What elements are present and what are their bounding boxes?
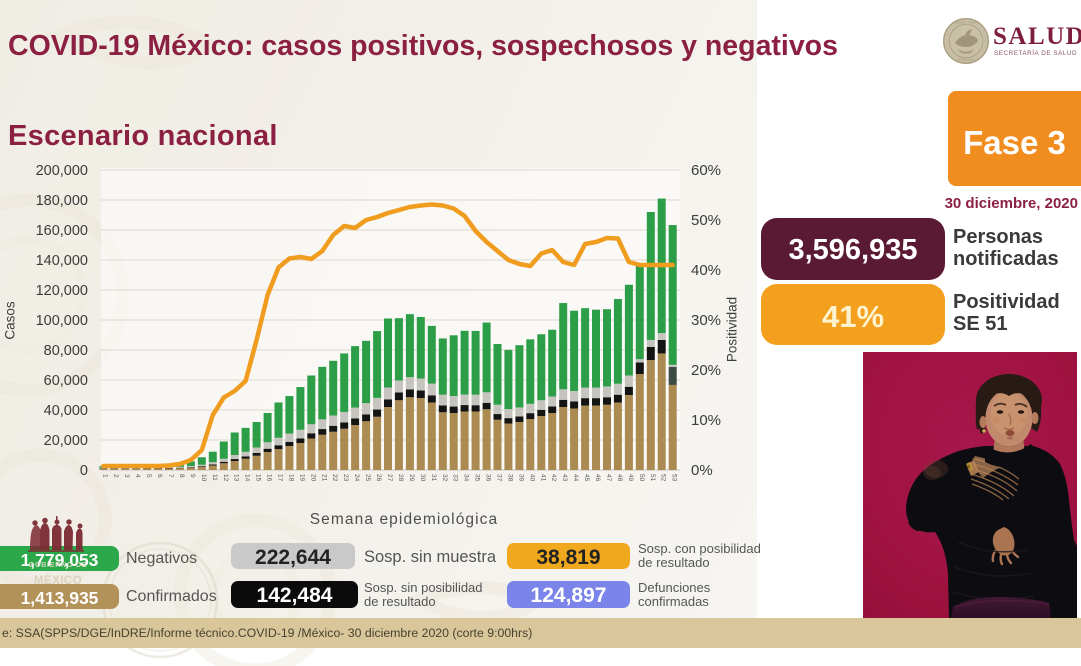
svg-text:40%: 40%: [691, 262, 721, 279]
svg-text:19: 19: [298, 474, 305, 482]
svg-text:18: 18: [287, 474, 294, 482]
svg-text:44: 44: [572, 474, 579, 482]
svg-text:40: 40: [528, 474, 535, 482]
svg-text:60%: 60%: [691, 162, 721, 179]
svg-text:29: 29: [408, 474, 415, 482]
svg-text:3: 3: [123, 474, 130, 478]
svg-text:50: 50: [638, 474, 645, 482]
svg-text:37: 37: [496, 474, 503, 482]
svg-text:7: 7: [167, 474, 174, 478]
svg-text:10%: 10%: [691, 412, 721, 429]
svg-text:33: 33: [452, 474, 459, 482]
svg-text:36: 36: [485, 474, 492, 482]
svg-text:100,000: 100,000: [36, 313, 88, 329]
svg-text:38: 38: [506, 474, 513, 482]
svg-text:31: 31: [430, 474, 437, 482]
svg-text:51: 51: [649, 474, 656, 482]
svg-text:GOBIERNO DE: GOBIERNO DE: [29, 562, 88, 569]
svg-text:22: 22: [331, 474, 338, 482]
svg-text:25: 25: [364, 474, 371, 482]
svg-text:20,000: 20,000: [44, 433, 88, 449]
svg-text:20%: 20%: [691, 362, 721, 379]
svg-text:42: 42: [550, 474, 557, 482]
svg-text:11: 11: [211, 474, 218, 481]
svg-text:40,000: 40,000: [44, 403, 88, 419]
svg-text:28: 28: [397, 474, 404, 482]
svg-text:43: 43: [561, 474, 568, 482]
svg-text:60,000: 60,000: [44, 373, 88, 389]
svg-text:48: 48: [616, 474, 623, 482]
svg-text:9: 9: [189, 474, 196, 478]
svg-text:24: 24: [353, 474, 360, 482]
svg-text:13: 13: [233, 474, 240, 482]
svg-text:15: 15: [255, 474, 262, 482]
svg-text:2: 2: [112, 474, 119, 478]
svg-text:49: 49: [627, 474, 634, 482]
svg-text:5: 5: [145, 474, 152, 478]
svg-text:34: 34: [463, 474, 470, 482]
svg-text:17: 17: [277, 474, 284, 482]
svg-text:14: 14: [244, 474, 251, 482]
svg-text:46: 46: [594, 474, 601, 482]
svg-text:4: 4: [134, 474, 141, 478]
svg-text:160,000: 160,000: [36, 223, 88, 239]
svg-text:45: 45: [583, 474, 590, 482]
svg-text:80,000: 80,000: [44, 343, 88, 359]
svg-text:0%: 0%: [691, 462, 713, 479]
svg-text:16: 16: [266, 474, 273, 482]
svg-text:39: 39: [517, 474, 524, 482]
svg-text:140,000: 140,000: [36, 253, 88, 269]
svg-text:21: 21: [320, 474, 327, 482]
svg-text:52: 52: [660, 474, 667, 482]
svg-text:26: 26: [375, 474, 382, 482]
svg-text:1: 1: [101, 474, 108, 478]
svg-text:10: 10: [200, 474, 207, 482]
svg-text:53: 53: [671, 474, 678, 482]
svg-text:35: 35: [474, 474, 481, 482]
svg-text:50%: 50%: [691, 212, 721, 229]
svg-text:6: 6: [156, 474, 163, 478]
svg-text:8: 8: [178, 474, 185, 478]
svg-text:200,000: 200,000: [36, 163, 88, 179]
svg-text:12: 12: [222, 474, 229, 482]
svg-text:23: 23: [342, 474, 349, 482]
svg-text:41: 41: [539, 474, 546, 482]
svg-text:180,000: 180,000: [36, 193, 88, 209]
svg-text:32: 32: [441, 474, 448, 482]
svg-text:30%: 30%: [691, 312, 721, 329]
svg-text:20: 20: [309, 474, 316, 482]
svg-text:30: 30: [419, 474, 426, 482]
svg-text:· ESTADOS · UNIDOS ·: · ESTADOS · UNIDOS ·: [952, 22, 981, 25]
svg-text:47: 47: [605, 474, 612, 482]
svg-text:· MEXICANOS ·: · MEXICANOS ·: [956, 59, 976, 62]
svg-text:27: 27: [386, 474, 393, 482]
svg-text:120,000: 120,000: [36, 283, 88, 299]
svg-text:MÉXICO: MÉXICO: [34, 574, 82, 587]
svg-text:0: 0: [80, 463, 88, 479]
